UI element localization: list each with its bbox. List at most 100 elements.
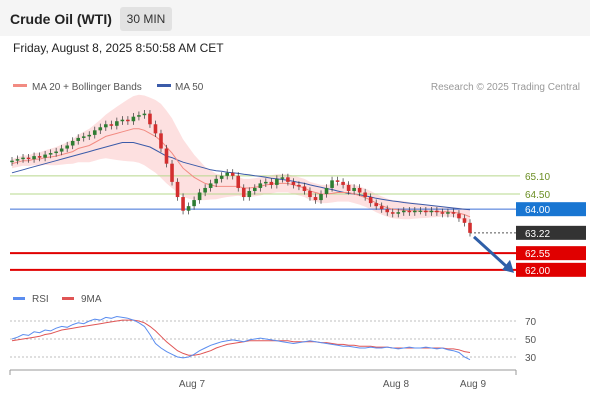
candle-body (247, 190, 252, 198)
candle-body (131, 116, 136, 122)
candle-body (335, 180, 340, 182)
candle-body (87, 134, 92, 137)
candle-body (435, 210, 439, 213)
candle-body (363, 192, 367, 198)
candle-body (275, 178, 279, 185)
candle-body (280, 177, 285, 179)
level-label-4: 62.55 (525, 249, 550, 260)
x-tick-label: Aug 7 (179, 379, 206, 390)
legend-9ma-label: 9MA (81, 294, 102, 305)
candle-body (319, 194, 323, 201)
candle-body (225, 172, 230, 176)
candle-body (302, 186, 307, 191)
candle-body (368, 197, 373, 204)
candle-body (197, 192, 202, 201)
level-label-2: 64.00 (525, 205, 550, 216)
candle-body (109, 124, 114, 126)
candle-body (137, 115, 141, 117)
legend-rsi-swatch (13, 297, 25, 300)
rsi-chart: 70 50 30 (10, 315, 537, 364)
x-axis: Aug 7 Aug 8 Aug 9 (9, 369, 517, 390)
candle-body (208, 183, 213, 188)
candle-body (346, 184, 351, 191)
candle-body (175, 181, 180, 198)
candle-body (120, 119, 125, 122)
candle-body (451, 212, 456, 214)
candle-body (330, 180, 334, 188)
candle-body (264, 181, 268, 184)
candle-body (357, 187, 362, 193)
candle-body (148, 113, 152, 125)
candle-body (48, 153, 53, 155)
price-chart: 65.10 64.50 64.00 63.22 62.55 62.00 (10, 94, 586, 277)
x-tick-label: Aug 8 (383, 379, 410, 390)
candle-body (153, 124, 158, 134)
candle-body (92, 130, 97, 135)
candle-body (390, 212, 395, 214)
candle-body (65, 145, 69, 149)
candle-body (115, 121, 119, 126)
candle-body (374, 203, 378, 207)
candle-body (396, 212, 401, 214)
target-arrow-head (502, 259, 514, 273)
candle-body (192, 200, 196, 207)
candle-body (159, 133, 163, 149)
candle-body (429, 210, 434, 213)
candle-body (26, 157, 31, 160)
level-tag-4 (516, 246, 586, 261)
rsi-tick-30: 30 (525, 353, 537, 364)
candle-body (214, 178, 218, 184)
candle-body (54, 151, 58, 154)
candle-body (258, 183, 263, 188)
bollinger-band (12, 94, 470, 224)
candle-body (291, 181, 296, 185)
candle-body (286, 177, 290, 182)
legend-ma50-label: MA 50 (175, 82, 204, 93)
candle-body (468, 222, 472, 233)
candle-body (379, 206, 384, 210)
candle-body (269, 181, 274, 185)
copyright-text: Research © 2025 Trading Central (431, 82, 580, 93)
candle-body (401, 210, 406, 213)
candle-body (324, 187, 329, 195)
header-bar: Crude Oil (WTI) 30 MIN (0, 0, 590, 36)
rsi-tick-70: 70 (525, 317, 537, 328)
candle-body (76, 137, 81, 141)
candle-body (164, 148, 169, 164)
timeframe-button[interactable]: 30 MIN (120, 7, 172, 31)
legend-ma20-swatch (13, 84, 27, 87)
legend-ma20-label: MA 20 + Bollinger Bands (32, 82, 142, 93)
candle-body (241, 187, 246, 198)
level-label-0: 65.10 (525, 172, 550, 183)
candle-body (236, 175, 241, 188)
level-tag-3 (516, 225, 586, 240)
candle-body (186, 206, 191, 211)
ma20-line (11, 128, 471, 218)
candle-body (446, 212, 450, 214)
candle-body (10, 160, 14, 163)
candle-body (424, 210, 428, 213)
candle-body (81, 136, 86, 138)
candle-body (104, 124, 108, 128)
candle-body (59, 148, 64, 152)
candle-body (440, 212, 445, 214)
level-tag-2 (516, 202, 586, 217)
target-arrow-shaft (472, 235, 510, 269)
candle-body (170, 163, 174, 182)
candle-body (70, 140, 75, 146)
rsi-9ma-line (11, 319, 471, 356)
level-tag-5 (516, 262, 586, 277)
candle-body (308, 190, 312, 198)
candle-body (21, 157, 25, 160)
candle-body (385, 209, 390, 213)
level-label-1: 64.50 (525, 190, 550, 201)
rsi-tick-50: 50 (525, 335, 537, 346)
candle-body (181, 197, 185, 211)
candle-body (413, 210, 417, 213)
candle-body (457, 213, 461, 219)
candle-body (252, 187, 257, 191)
instrument-title: Crude Oil (WTI) (10, 11, 112, 27)
candle-body (297, 184, 301, 187)
